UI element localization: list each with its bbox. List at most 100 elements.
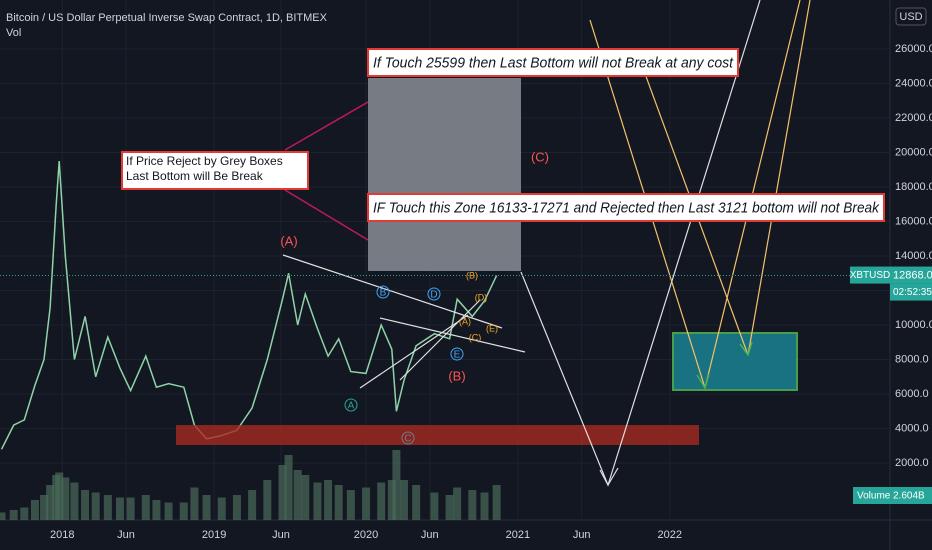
symbol-title: Bitcoin / US Dollar Perpetual Inverse Sw…: [6, 12, 328, 24]
y-tick-label: 6000.0: [895, 388, 929, 400]
x-tick-label: Jun: [117, 529, 135, 541]
currency[interactable]: USD: [899, 11, 922, 23]
volume-bar: [334, 485, 343, 520]
wave-label: (A): [280, 233, 297, 248]
volume-bar: [468, 490, 477, 520]
volume-bar: [492, 485, 501, 520]
y-tick-label: 8000.0: [895, 353, 929, 365]
volume-bar: [91, 492, 100, 520]
volume-bar: [30, 500, 39, 520]
countdown-tag: [890, 283, 932, 301]
volume-bar: [126, 497, 135, 520]
trendlines: [282, 0, 761, 487]
volume-bar: [115, 497, 124, 520]
volume-bar: [278, 465, 287, 520]
countdown: 02:52:35: [893, 287, 932, 298]
volume-bar: [263, 480, 272, 520]
wave-circle: [401, 431, 415, 445]
annotation-box: [367, 193, 885, 222]
volume-bar: [412, 485, 421, 520]
wave-label: C: [404, 434, 411, 445]
volume-bar: [152, 500, 161, 520]
volume-bar: [480, 492, 489, 520]
volume-bar: [284, 455, 293, 520]
y-tick-label: 16000.0: [895, 215, 932, 227]
y-tick-label: 14000.0: [895, 250, 932, 262]
symbol-tag: [850, 266, 890, 284]
wave-label: A: [348, 401, 355, 412]
x-tick-label: 2022: [658, 529, 682, 541]
y-tick-label: 22000.0: [895, 112, 932, 124]
y-tick-label: 2000.0: [895, 457, 929, 469]
y-tick-label: 26000.0: [895, 43, 932, 55]
volume-bar: [301, 475, 310, 520]
arrow-heads: [696, 341, 753, 390]
x-tick-label: Jun: [272, 529, 290, 541]
wave-circle: [450, 347, 464, 361]
volume-bar: [190, 487, 199, 520]
volume-tag-value: 2.604B: [893, 491, 925, 502]
y-tick-label: 20000.0: [895, 146, 932, 158]
wave-label: (D): [475, 292, 488, 302]
volume-bar: [164, 502, 173, 520]
x-tick-label: 2020: [354, 529, 378, 541]
volume-bar: [430, 492, 439, 520]
target-zone: [672, 332, 798, 391]
wave-circle: [344, 398, 358, 412]
volume-bar: [0, 512, 6, 520]
volume-bar: [20, 507, 29, 520]
wave-label: (C): [469, 332, 482, 342]
wave-label: (B): [448, 368, 465, 383]
grey-zone: [368, 78, 521, 271]
wave-label: (C): [531, 149, 549, 164]
y-tick-label: 24000.0: [895, 77, 932, 89]
volume-bar: [103, 495, 112, 520]
annotation: If Price Reject by Grey Boxes Last Botto…: [126, 154, 283, 183]
volume-bar: [453, 487, 462, 520]
volume-bar: [324, 480, 333, 520]
wave-label: E: [454, 350, 461, 361]
volume-bar: [399, 480, 408, 520]
volume-bar: [445, 495, 454, 520]
volume-bar: [293, 470, 302, 520]
y-tick-label: 4000.0: [895, 422, 929, 434]
annotation-wrap: If Price Reject by Grey Boxes Last Botto…: [126, 154, 283, 183]
volume-bar: [46, 485, 55, 520]
y-tick-label: 18000.0: [895, 181, 932, 193]
price-tag: [890, 266, 932, 284]
x-tick-label: Jun: [421, 529, 439, 541]
volume-label: Vol: [6, 27, 21, 39]
volume-bar: [248, 490, 257, 520]
volume-bar: [40, 495, 49, 520]
annotation-box: [367, 48, 739, 77]
volume-bar: [362, 487, 371, 520]
price-tag-label: 12868.0: [893, 269, 932, 281]
support-zone: [176, 425, 699, 445]
annotation-box: [121, 151, 309, 190]
wave-circle: [427, 287, 441, 301]
volume-bar: [313, 482, 322, 520]
volume-bar: [9, 510, 18, 520]
volume-bar: [70, 482, 79, 520]
volume-tag-bg: [853, 487, 932, 504]
currency-button[interactable]: [895, 7, 927, 26]
wave-label: D: [430, 290, 437, 301]
x-tick-label: 2018: [50, 529, 74, 541]
wave-label: (E): [486, 323, 498, 333]
volume-bar: [81, 490, 90, 520]
x-tick-label: Jun: [573, 529, 591, 541]
symbol-tag-label: XBTUSD: [850, 270, 891, 281]
volume-bar: [232, 495, 241, 520]
wave-label: B: [380, 288, 387, 299]
wave-label: (B): [466, 270, 478, 280]
volume-bar: [392, 450, 401, 520]
volume-bar: [179, 502, 188, 520]
wave-circle: [376, 285, 390, 299]
volume-bar: [217, 497, 226, 520]
pointer-lines: [284, 101, 369, 241]
volume-bar: [387, 480, 396, 520]
volume-bar: [141, 495, 150, 520]
volume-bar: [61, 477, 70, 520]
volume-bar: [202, 495, 211, 520]
